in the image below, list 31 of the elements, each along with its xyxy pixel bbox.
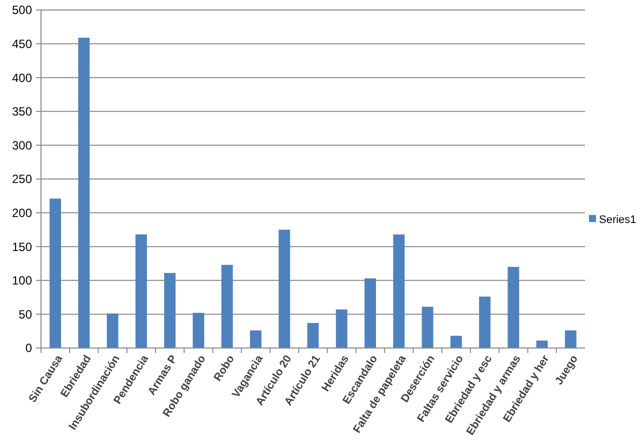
bar bbox=[164, 272, 176, 348]
bar bbox=[422, 306, 434, 348]
bar bbox=[106, 314, 118, 348]
bar bbox=[336, 309, 348, 348]
y-tick-label: 300 bbox=[12, 138, 32, 152]
bar bbox=[450, 336, 462, 348]
y-tick-label: 450 bbox=[12, 37, 32, 51]
y-tick-label: 0 bbox=[25, 341, 32, 356]
y-tick-label: 400 bbox=[12, 70, 32, 85]
bar bbox=[393, 234, 405, 348]
bar bbox=[135, 234, 147, 348]
y-tick-label: 100 bbox=[12, 274, 32, 288]
y-tick-label: 50 bbox=[18, 307, 32, 322]
y-tick-label: 350 bbox=[12, 104, 32, 119]
y-tick-label: 150 bbox=[12, 240, 32, 254]
bar bbox=[192, 312, 204, 348]
bar bbox=[50, 198, 62, 348]
bar bbox=[479, 296, 491, 348]
bar bbox=[564, 330, 576, 348]
bar bbox=[364, 278, 376, 348]
y-tick-label: 500 bbox=[12, 3, 32, 18]
bar bbox=[508, 266, 520, 348]
bar bbox=[278, 230, 290, 348]
legend-label: Series1 bbox=[599, 214, 636, 226]
bar bbox=[536, 340, 548, 348]
y-tick-label: 250 bbox=[12, 172, 32, 186]
y-tick-label: 200 bbox=[12, 206, 32, 220]
bar bbox=[221, 264, 233, 348]
bar bbox=[78, 38, 90, 348]
bar bbox=[250, 330, 262, 348]
bar bbox=[307, 322, 319, 348]
